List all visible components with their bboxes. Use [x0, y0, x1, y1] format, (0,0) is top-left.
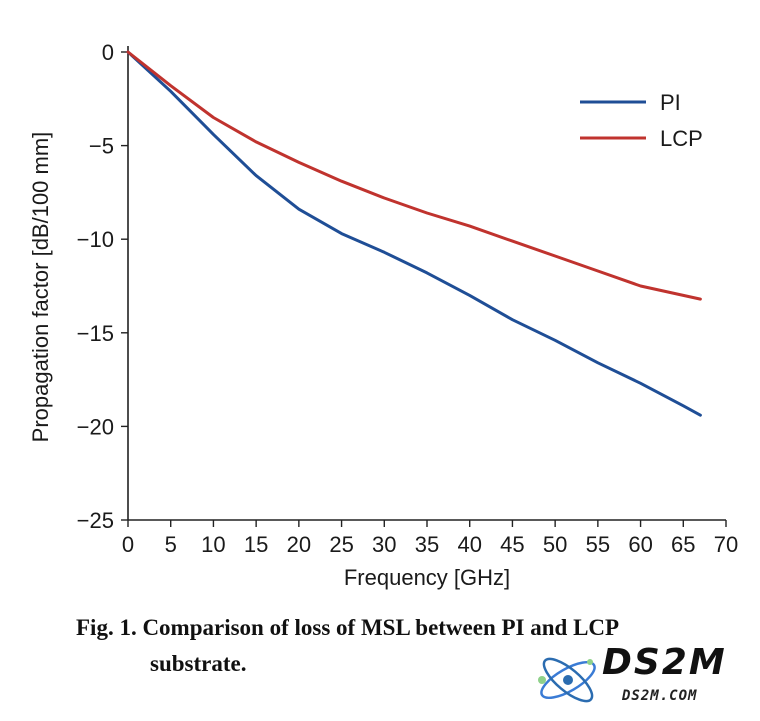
caption-line-2: substrate.	[150, 651, 247, 676]
y-tick-label: −5	[89, 134, 114, 159]
watermark-logo: DS2M DS2M.COM	[530, 640, 755, 716]
legend-label-lcp: LCP	[660, 126, 703, 151]
atom-logo-icon	[538, 657, 596, 703]
x-tick-label: 30	[372, 532, 396, 557]
y-tick-label: 0	[102, 40, 114, 65]
x-tick-label: 5	[165, 532, 177, 557]
watermark-brand: DS2M	[602, 642, 727, 683]
y-tick-label: −15	[77, 321, 114, 346]
x-tick-label: 0	[122, 532, 134, 557]
x-tick-label: 25	[329, 532, 353, 557]
watermark-url: DS2M.COM	[622, 688, 698, 704]
series-line-lcp	[126, 50, 702, 301]
x-tick-label: 10	[201, 532, 225, 557]
caption-line-1: Fig. 1. Comparison of loss of MSL betwee…	[76, 615, 620, 640]
x-tick-label: 45	[500, 532, 524, 557]
y-axis-title: Propagation factor [dB/100 mm]	[28, 132, 53, 443]
x-tick-label: 40	[457, 532, 481, 557]
y-tick-label: −25	[77, 508, 114, 533]
x-tick-label: 60	[628, 532, 652, 557]
x-tick-label: 15	[244, 532, 268, 557]
chart-series	[126, 50, 702, 417]
y-tick-label: −10	[77, 227, 114, 252]
x-tick-label: 20	[287, 532, 311, 557]
chart-legend: PI LCP	[580, 90, 703, 151]
x-axis-title: Frequency [GHz]	[344, 565, 510, 590]
series-line-pi	[126, 50, 702, 417]
y-tick-label: −20	[77, 414, 114, 439]
x-tick-label: 55	[586, 532, 610, 557]
x-tick-label: 65	[671, 532, 695, 557]
chart-ticks: 0 5 10 15 20 25 30 35 40 45 50 55 60 65 70 0 −5 −10 −15 −20…	[77, 40, 739, 557]
line-chart: 0 5 10 15 20 25 30 35 40 45 50 55 60 65 70 0 −5 −10 −15 −20…	[28, 40, 739, 590]
x-tick-label: 70	[714, 532, 738, 557]
x-tick-label: 35	[415, 532, 439, 557]
legend-label-pi: PI	[660, 90, 681, 115]
x-tick-label: 50	[543, 532, 567, 557]
